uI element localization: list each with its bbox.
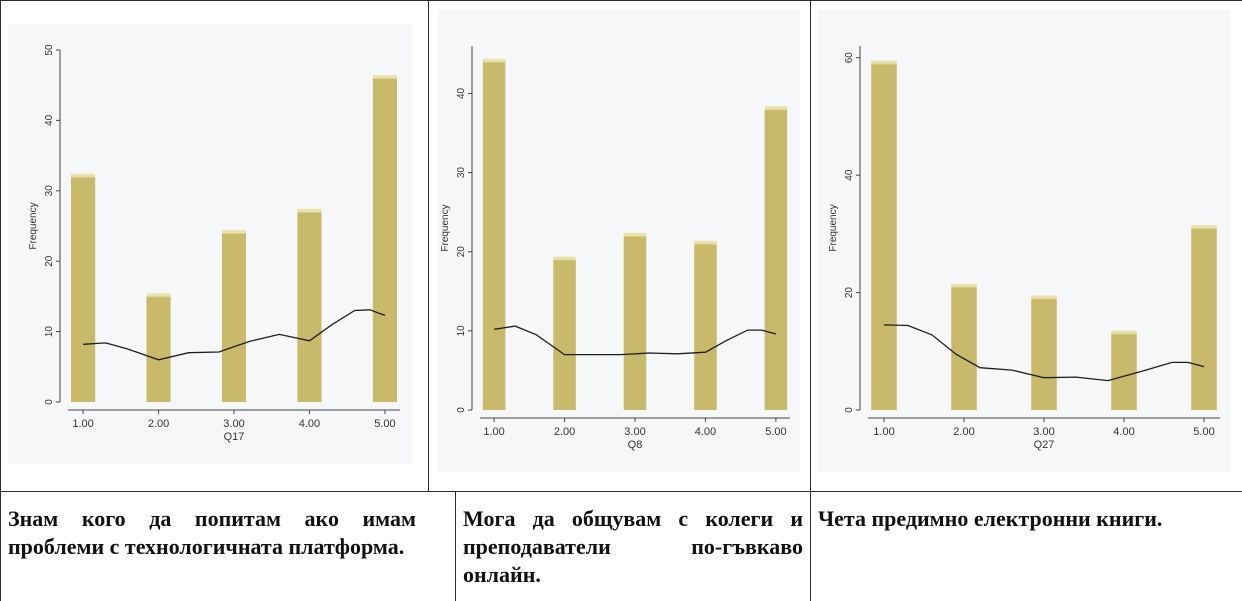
bar-cap bbox=[482, 58, 506, 63]
table-border-left bbox=[0, 0, 1, 601]
table-border-divider-2 bbox=[810, 0, 811, 601]
bar bbox=[1031, 298, 1057, 410]
y-tick-label: 0 bbox=[44, 399, 55, 405]
y-tick-label: 20 bbox=[456, 246, 467, 258]
x-tick-label: 2.00 bbox=[953, 426, 974, 438]
bar-cap bbox=[623, 232, 647, 237]
bar bbox=[1111, 333, 1137, 410]
bar bbox=[764, 109, 788, 410]
y-tick-label: 50 bbox=[44, 44, 55, 56]
x-tick-label: 2.00 bbox=[148, 418, 169, 430]
x-tick-label: 5.00 bbox=[374, 418, 395, 430]
density-curve bbox=[83, 309, 386, 361]
bar-cap bbox=[1031, 295, 1057, 300]
y-axis-label: Frequency bbox=[28, 202, 39, 249]
caption-q17: Знам кого да попитам ако имам проблеми с… bbox=[8, 506, 416, 559]
y-tick-label: 0 bbox=[844, 407, 855, 413]
bar bbox=[871, 63, 897, 410]
y-tick-label: 10 bbox=[44, 326, 55, 338]
x-tick-label: 3.00 bbox=[1033, 426, 1054, 438]
x-tick-label: 1.00 bbox=[72, 418, 93, 430]
bar bbox=[372, 78, 397, 402]
bar bbox=[623, 235, 647, 410]
histogram-q27: 0 20 40 60 1.00 2.00 3.00 4.00 5.00 Q27 Frequency bbox=[828, 46, 1220, 451]
bar bbox=[951, 286, 977, 410]
y-tick-label: 40 bbox=[44, 114, 55, 126]
bar-cap bbox=[951, 283, 977, 288]
table-border-divider-1-lower bbox=[455, 492, 456, 601]
bar-cap bbox=[372, 75, 397, 80]
bar bbox=[553, 259, 576, 410]
histogram-q17: 0 10 20 30 40 50 1.00 2.00 3.00 4.00 5.00 Q17 Freque… bbox=[28, 44, 400, 443]
y-tick-label: 0 bbox=[456, 407, 467, 413]
x-tick-label: 1.00 bbox=[873, 426, 894, 438]
bar-cap bbox=[221, 230, 247, 235]
bar-cap bbox=[871, 60, 897, 65]
chart-panel-q17: 0 10 20 30 40 50 1.00 2.00 3.00 4.00 5.00 Q17 Freque… bbox=[8, 24, 412, 464]
x-axis-label: Q8 bbox=[628, 439, 643, 451]
bar-cap bbox=[764, 106, 788, 111]
x-tick-label: 3.00 bbox=[624, 426, 645, 438]
y-tick-label: 10 bbox=[456, 325, 467, 337]
bar-cap bbox=[1191, 225, 1217, 229]
bar-cap bbox=[297, 208, 322, 213]
bar-cap bbox=[1111, 330, 1137, 335]
x-axis-label: Q27 bbox=[1034, 439, 1055, 451]
bar bbox=[482, 61, 506, 411]
bar bbox=[1191, 228, 1217, 410]
x-tick-label: 4.00 bbox=[299, 418, 320, 430]
x-tick-label: 5.00 bbox=[765, 426, 786, 438]
density-curve bbox=[883, 324, 1205, 382]
bar bbox=[694, 243, 717, 410]
bar-cap bbox=[71, 173, 96, 178]
y-tick-label: 20 bbox=[44, 255, 55, 267]
chart-panel-q8: 0 10 20 30 40 1.00 2.00 3.00 4.00 5.00 Q8 Frequency bbox=[438, 10, 800, 472]
y-tick-label: 40 bbox=[844, 169, 855, 181]
table-border-top bbox=[0, 0, 1242, 1]
caption-q27: Чета предимно електронни книги. bbox=[818, 506, 1163, 531]
bar bbox=[146, 296, 171, 402]
bar-cap bbox=[553, 256, 576, 261]
table-border-divider-1 bbox=[428, 0, 429, 492]
x-axis-label: Q17 bbox=[224, 431, 245, 443]
histogram-q8: 0 10 20 30 40 1.00 2.00 3.00 4.00 5.00 Q8 Frequency bbox=[440, 46, 790, 451]
y-tick-label: 30 bbox=[44, 185, 55, 197]
bar bbox=[221, 233, 247, 402]
x-tick-label: 3.00 bbox=[223, 418, 244, 430]
y-tick-label: 20 bbox=[844, 287, 855, 299]
bar bbox=[71, 176, 96, 402]
bar-cap bbox=[146, 293, 171, 298]
bar bbox=[297, 211, 322, 402]
x-tick-label: 2.00 bbox=[554, 426, 575, 438]
caption-q8: Мога да общувам с колеги и преподаватели… bbox=[463, 506, 803, 587]
y-tick-label: 30 bbox=[456, 167, 467, 179]
x-tick-label: 4.00 bbox=[695, 426, 716, 438]
y-tick-label: 60 bbox=[844, 52, 855, 64]
x-tick-label: 4.00 bbox=[1113, 426, 1134, 438]
bar-cap bbox=[694, 240, 717, 245]
y-axis-label: Frequency bbox=[828, 204, 839, 251]
y-axis-label: Frequency bbox=[440, 204, 451, 251]
density-curve bbox=[494, 325, 777, 356]
table-border-middle bbox=[0, 491, 1242, 492]
x-tick-label: 1.00 bbox=[483, 426, 504, 438]
chart-panel-q27: 0 20 40 60 1.00 2.00 3.00 4.00 5.00 Q27 Frequency bbox=[818, 10, 1230, 472]
y-tick-label: 40 bbox=[456, 87, 467, 99]
x-tick-label: 5.00 bbox=[1193, 426, 1214, 438]
